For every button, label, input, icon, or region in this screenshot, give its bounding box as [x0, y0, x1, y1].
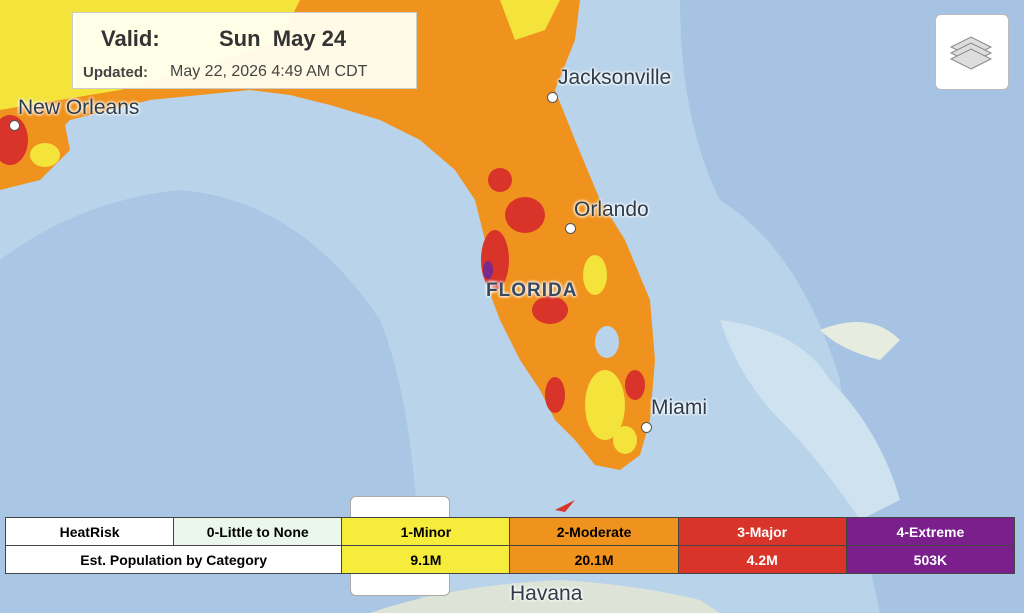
city-dot: [9, 120, 20, 131]
city-dot: [565, 223, 576, 234]
updated-time: May 22, 2026 4:49 AM CDT: [170, 63, 368, 80]
city-label: Havana: [510, 582, 583, 605]
category: 4-Extreme: [845, 517, 1016, 546]
city-label: Jacksonville: [558, 66, 672, 89]
population: 20.1M: [509, 545, 679, 574]
valid-date: Sun May 24: [219, 26, 347, 51]
updated-label: Updated:: [83, 64, 148, 81]
population: 503K: [845, 545, 1016, 574]
city-label: New Orleans: [18, 96, 140, 119]
layers-button[interactable]: [935, 14, 1009, 90]
valid-box: Valid: Sun May 24 Updated: May 22, 2026 …: [72, 12, 417, 89]
valid-label: Valid:: [101, 26, 160, 51]
population: 4.2M: [677, 545, 847, 574]
category: 2-Moderate: [509, 517, 679, 546]
legend-header: HeatRisk: [4, 517, 175, 546]
city-dot: [641, 422, 652, 433]
city-dot: [547, 92, 558, 103]
category: 3-Major: [677, 517, 847, 546]
population-header: Est. Population by Category: [4, 545, 343, 574]
city-label: Miami: [651, 396, 707, 419]
category: 0-Little to None: [173, 517, 343, 546]
region-label: FLORIDA: [486, 280, 578, 301]
population: 9.1M: [341, 545, 511, 574]
city-label: Orlando: [574, 198, 649, 221]
category: 1-Minor: [341, 517, 511, 546]
legend-table: HeatRisk 0-Little to None 1-Minor 2-Mode…: [4, 517, 1016, 574]
